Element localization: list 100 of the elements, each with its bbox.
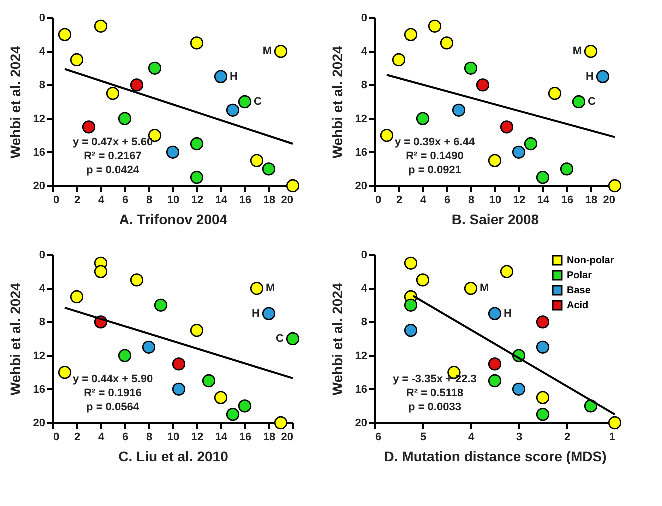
x-axis-title: A. Trifonov 2004 bbox=[119, 212, 228, 228]
legend-label: Non-polar bbox=[567, 256, 614, 266]
legend-label: Acid bbox=[567, 300, 589, 312]
point bbox=[106, 87, 120, 100]
x-tick-label: 20 bbox=[281, 432, 294, 444]
x-tick-label: 2 bbox=[396, 194, 403, 206]
point bbox=[488, 358, 502, 371]
y-axis-title: Wehbi et al. 2024 bbox=[329, 283, 346, 396]
point bbox=[596, 70, 610, 84]
point bbox=[608, 179, 622, 193]
point bbox=[464, 282, 478, 296]
point bbox=[274, 45, 288, 58]
annotation: R² = 0.5118 bbox=[406, 387, 464, 400]
x-tick-label: 14 bbox=[215, 194, 228, 206]
x-axis-title: D. Mutation distance score (MDS) bbox=[384, 448, 607, 464]
annotation: p = 0.0921 bbox=[408, 164, 462, 176]
point bbox=[536, 340, 550, 354]
y-tick-label: 16 bbox=[33, 146, 46, 159]
x-tick-label: 12 bbox=[513, 194, 526, 206]
point bbox=[172, 382, 186, 396]
point bbox=[190, 36, 204, 50]
point bbox=[428, 20, 442, 33]
point bbox=[404, 298, 418, 312]
point bbox=[536, 316, 550, 329]
point bbox=[500, 265, 514, 278]
point bbox=[572, 95, 586, 109]
point bbox=[148, 62, 162, 75]
annotation: M bbox=[572, 46, 582, 58]
x-tick-label: 4 bbox=[420, 194, 428, 206]
x-tick-label: 18 bbox=[585, 194, 598, 206]
legend-label: Polar bbox=[567, 270, 592, 282]
point bbox=[380, 129, 394, 142]
y-tick-label: 16 bbox=[33, 384, 46, 396]
point bbox=[226, 408, 240, 422]
point bbox=[202, 374, 216, 388]
annotation: R² = 0.1916 bbox=[84, 387, 142, 400]
point bbox=[94, 20, 108, 33]
point bbox=[560, 162, 574, 176]
point bbox=[392, 53, 406, 67]
point bbox=[524, 137, 538, 151]
point bbox=[440, 36, 454, 50]
point bbox=[548, 87, 562, 100]
y-tick-label: 16 bbox=[355, 146, 368, 159]
point bbox=[262, 162, 276, 176]
x-tick-label: 6 bbox=[444, 194, 451, 206]
x-axis-title: B. Saier 2008 bbox=[452, 212, 540, 228]
annotation: H bbox=[586, 70, 594, 83]
y-tick-label: 20 bbox=[355, 418, 368, 430]
x-tick-label: 3 bbox=[516, 432, 523, 444]
point bbox=[476, 78, 490, 92]
point bbox=[70, 290, 84, 304]
x-tick-label: 6 bbox=[122, 194, 129, 206]
x-tick-label: 5 bbox=[420, 432, 427, 444]
y-tick-label: 4 bbox=[361, 283, 368, 296]
x-tick-label: 4 bbox=[468, 432, 476, 444]
point bbox=[118, 349, 132, 362]
annotation: y = 0.47x + 5.60 bbox=[72, 136, 154, 148]
point bbox=[286, 332, 300, 346]
x-tick-label: 0 bbox=[54, 194, 60, 206]
x-tick-label: 20 bbox=[603, 194, 616, 206]
annotation: M bbox=[262, 46, 272, 58]
point bbox=[238, 400, 252, 413]
annotation: C bbox=[254, 96, 262, 108]
annotation: M bbox=[266, 282, 276, 295]
y-tick-label: 8 bbox=[39, 80, 46, 92]
y-tick-label: 16 bbox=[355, 384, 368, 396]
annotation: H bbox=[252, 308, 260, 320]
x-tick-label: 10 bbox=[167, 194, 180, 206]
x-tick-label: 20 bbox=[281, 194, 294, 206]
point bbox=[536, 408, 550, 422]
y-axis-title: Wehbi et al. 2024 bbox=[7, 283, 24, 396]
point bbox=[416, 274, 430, 287]
point bbox=[274, 416, 288, 430]
point bbox=[142, 340, 156, 354]
point bbox=[512, 382, 526, 396]
annotation: R² = 0.1490 bbox=[406, 150, 464, 162]
x-tick-label: 12 bbox=[191, 432, 204, 444]
legend-label: Base bbox=[567, 286, 592, 296]
y-axis-title: Wehbi et al. 2024 bbox=[7, 46, 24, 159]
point bbox=[608, 416, 622, 430]
point bbox=[488, 307, 502, 320]
point bbox=[190, 171, 204, 184]
point bbox=[404, 324, 418, 338]
point bbox=[226, 104, 240, 117]
annotation: H bbox=[504, 308, 512, 320]
point bbox=[214, 70, 228, 84]
y-tick-label: 8 bbox=[361, 316, 368, 329]
annotation: y = 0.39x + 6.44 bbox=[394, 136, 476, 148]
annotation: R² = 0.2167 bbox=[84, 150, 142, 162]
annotation: H bbox=[230, 70, 238, 83]
y-tick-label: 12 bbox=[33, 350, 46, 362]
annotation: y = -3.35x + 22.3 bbox=[393, 373, 477, 386]
point bbox=[70, 53, 84, 67]
x-tick-label: 14 bbox=[537, 194, 550, 206]
x-tick-label: 10 bbox=[489, 194, 502, 206]
y-tick-label: 0 bbox=[39, 250, 46, 262]
x-tick-label: 14 bbox=[215, 432, 228, 444]
point bbox=[130, 78, 144, 92]
x-tick-label: 4 bbox=[98, 432, 106, 444]
y-tick-label: 4 bbox=[39, 283, 46, 296]
